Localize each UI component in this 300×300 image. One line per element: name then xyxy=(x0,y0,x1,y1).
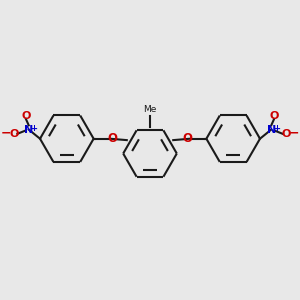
Text: +: + xyxy=(273,124,280,133)
Text: O: O xyxy=(281,129,291,139)
Text: N: N xyxy=(267,124,276,134)
Text: N: N xyxy=(24,124,33,134)
Text: O: O xyxy=(108,132,118,145)
Text: O: O xyxy=(269,111,279,121)
Text: O: O xyxy=(182,132,192,145)
Text: −: − xyxy=(1,127,11,140)
Text: Me: Me xyxy=(143,105,157,114)
Text: O: O xyxy=(21,111,31,121)
Text: +: + xyxy=(30,124,37,133)
Text: −: − xyxy=(289,127,299,140)
Text: O: O xyxy=(9,129,19,139)
